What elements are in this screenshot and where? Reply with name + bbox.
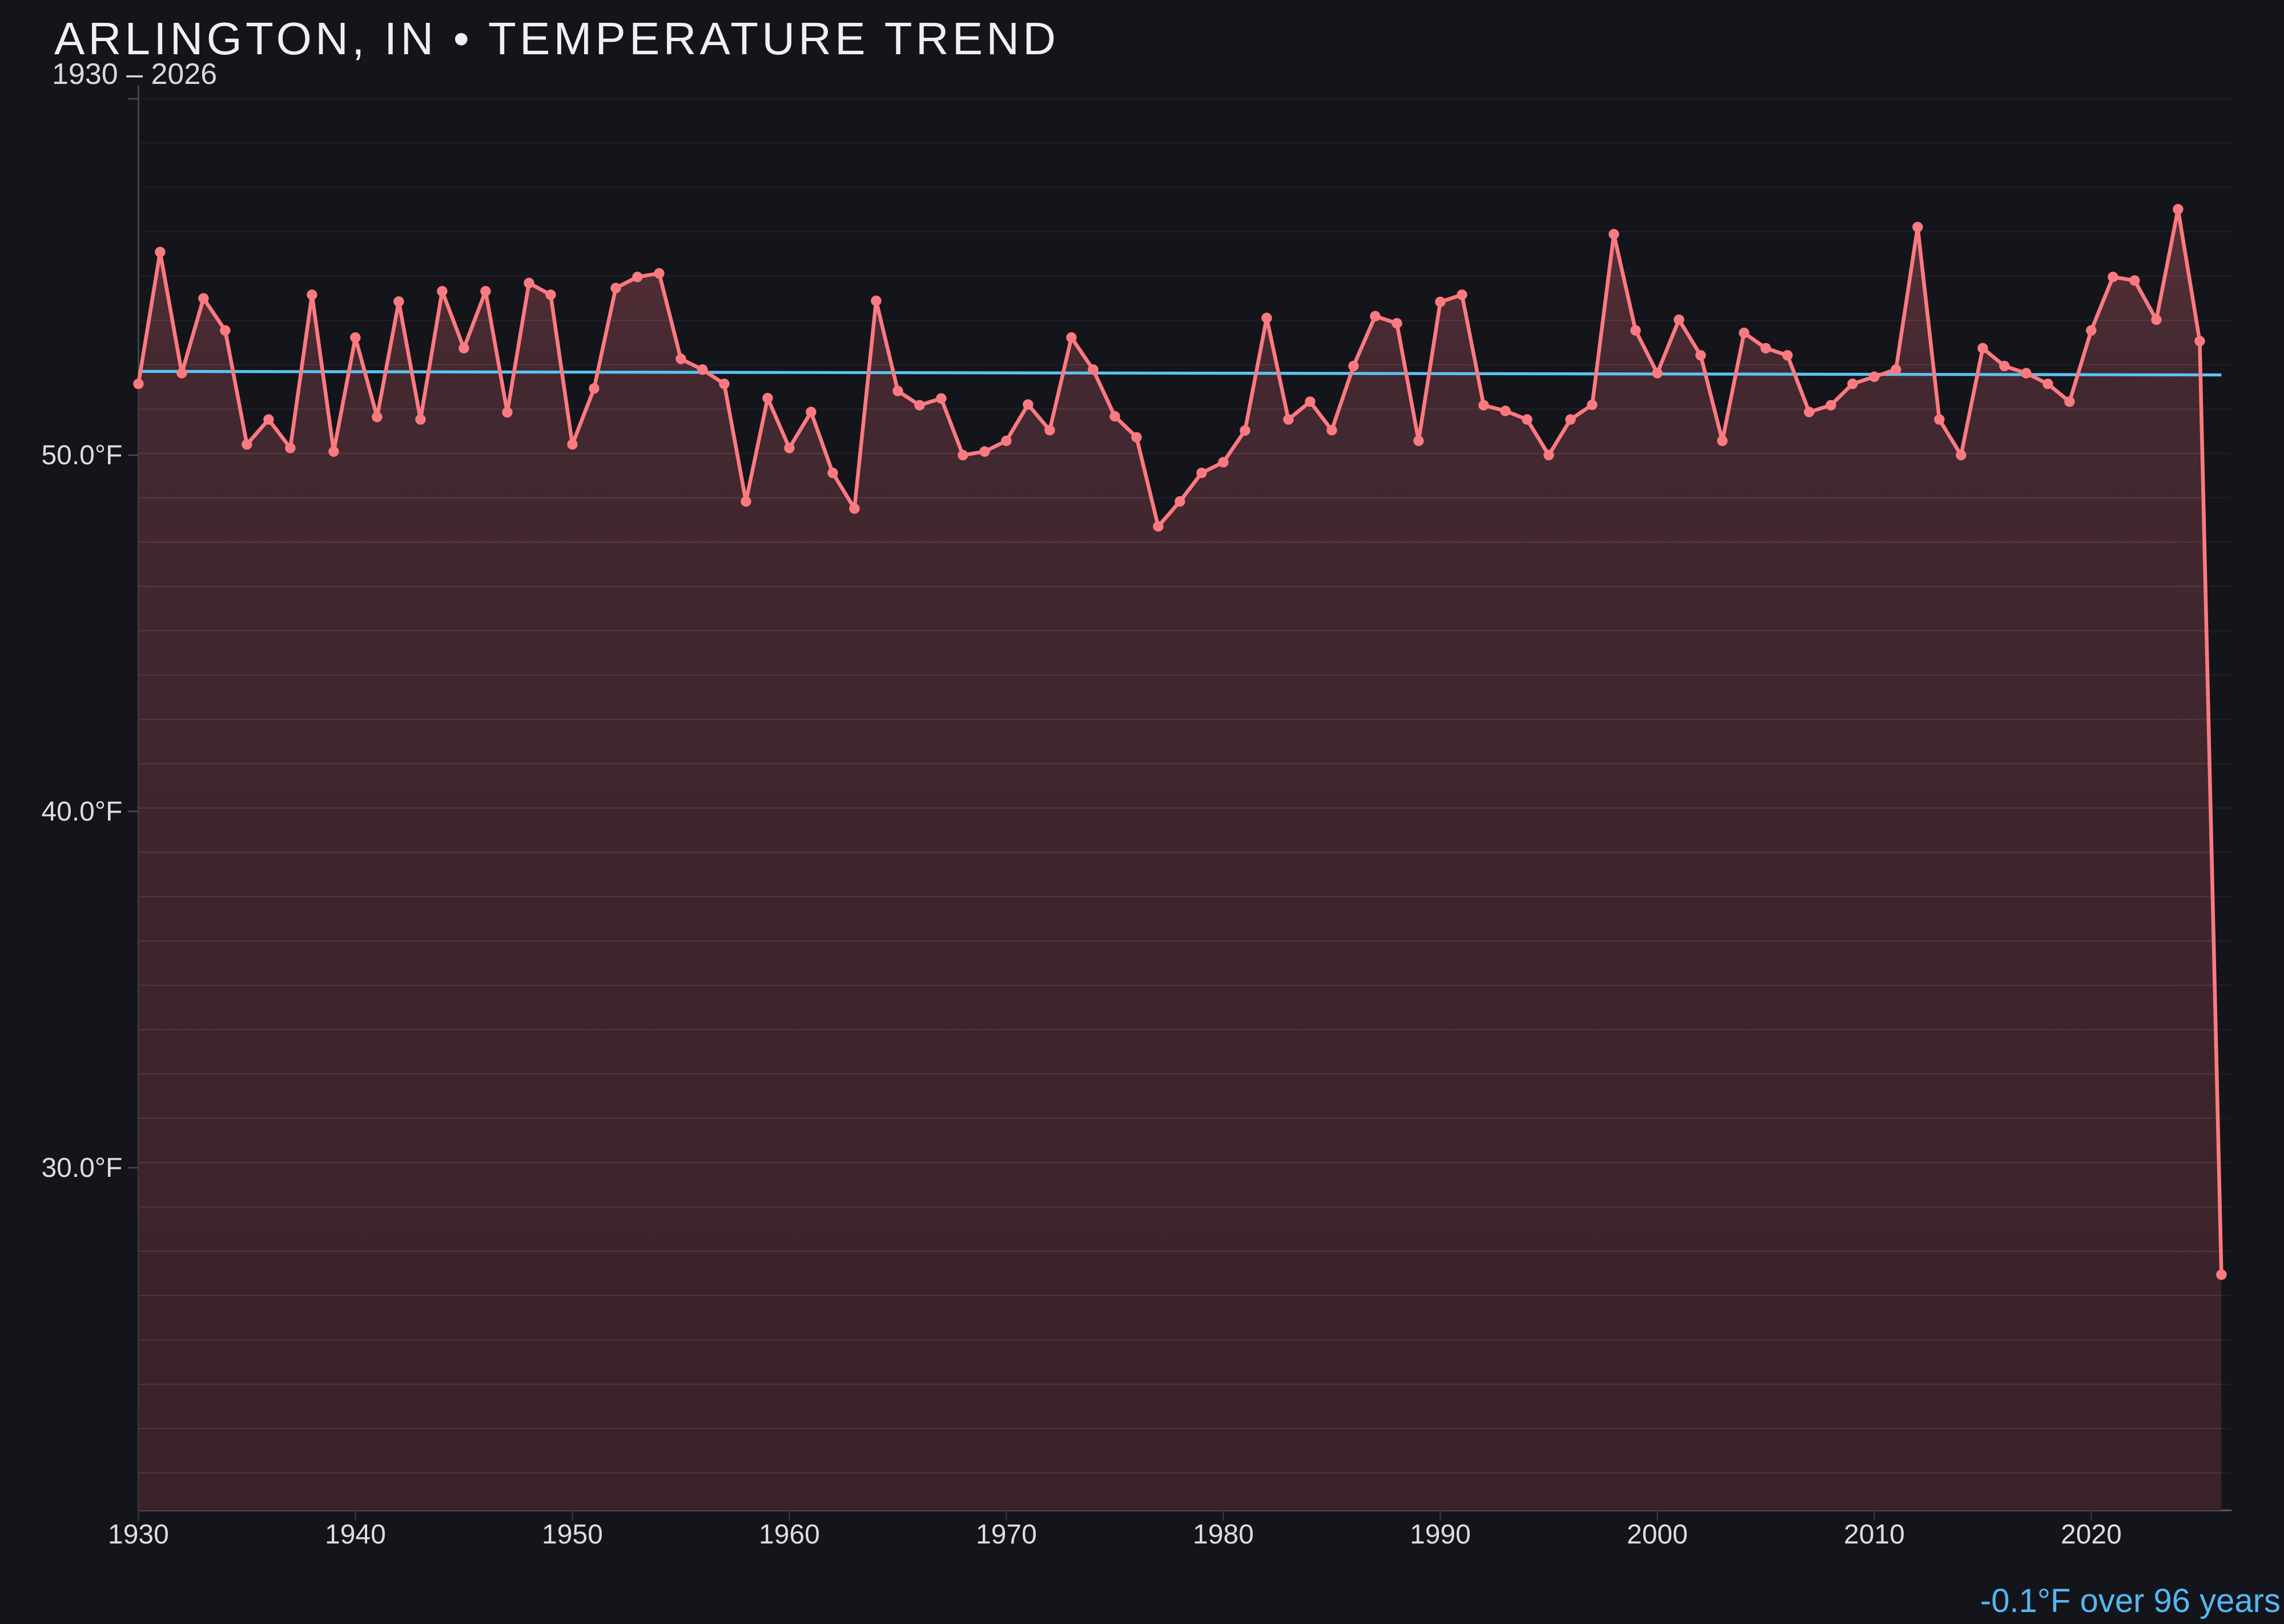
svg-text:50.0°F: 50.0°F [41,440,122,471]
svg-text:1960: 1960 [759,1520,820,1550]
svg-text:2020: 2020 [2061,1520,2122,1550]
svg-text:2010: 2010 [1844,1520,1905,1550]
svg-text:1970: 1970 [976,1520,1037,1550]
svg-text:2000: 2000 [1627,1520,1688,1550]
svg-text:1980: 1980 [1193,1520,1254,1550]
svg-text:1990: 1990 [1410,1520,1471,1550]
svg-text:1940: 1940 [325,1520,386,1550]
svg-text:1950: 1950 [542,1520,603,1550]
svg-text:30.0°F: 30.0°F [41,1153,122,1183]
svg-text:40.0°F: 40.0°F [41,797,122,827]
svg-text:1930: 1930 [108,1520,169,1550]
